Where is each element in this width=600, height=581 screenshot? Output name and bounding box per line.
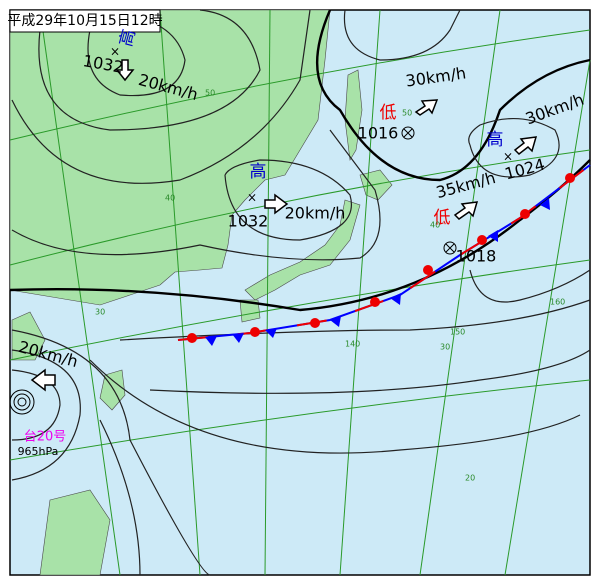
grid-label: 150 [450, 328, 465, 337]
system-kind: 高 [487, 130, 504, 150]
svg-text:×: × [247, 191, 257, 205]
title: 平成29年10月15日12時 [7, 13, 162, 29]
system-pressure: 1032 [228, 212, 269, 231]
typhoon-pressure: 965hPa [18, 445, 59, 458]
svg-text:×: × [110, 45, 120, 59]
system-pressure: 1018 [456, 247, 497, 266]
grid-label: 30 [95, 308, 105, 317]
system-motion: 20km/h [285, 204, 346, 223]
grid-label: 40 [430, 221, 440, 230]
front [177, 164, 591, 346]
svg-text:×: × [503, 150, 513, 164]
system-kind: 高 [116, 27, 140, 49]
grid-label: 50 [205, 89, 215, 98]
grid-label: 40 [165, 194, 175, 203]
title-box [9, 9, 161, 33]
system-kind: 低 [380, 103, 397, 123]
isobars [9, 9, 591, 576]
grid-label: 20 [465, 474, 475, 483]
system-pressure: 1016 [358, 124, 399, 143]
system-kind: 高 [250, 162, 267, 182]
graticule [9, 9, 591, 576]
symbols: × × × [9, 45, 513, 415]
motion-arrows [30, 59, 538, 392]
grid-label: 50 [402, 109, 412, 118]
grid-label: 160 [550, 298, 565, 307]
system-kind: 低 [434, 208, 451, 228]
typhoon-name: 台20号 [24, 430, 67, 445]
grid-label: 30 [440, 343, 450, 352]
grid-label: 140 [345, 340, 360, 349]
